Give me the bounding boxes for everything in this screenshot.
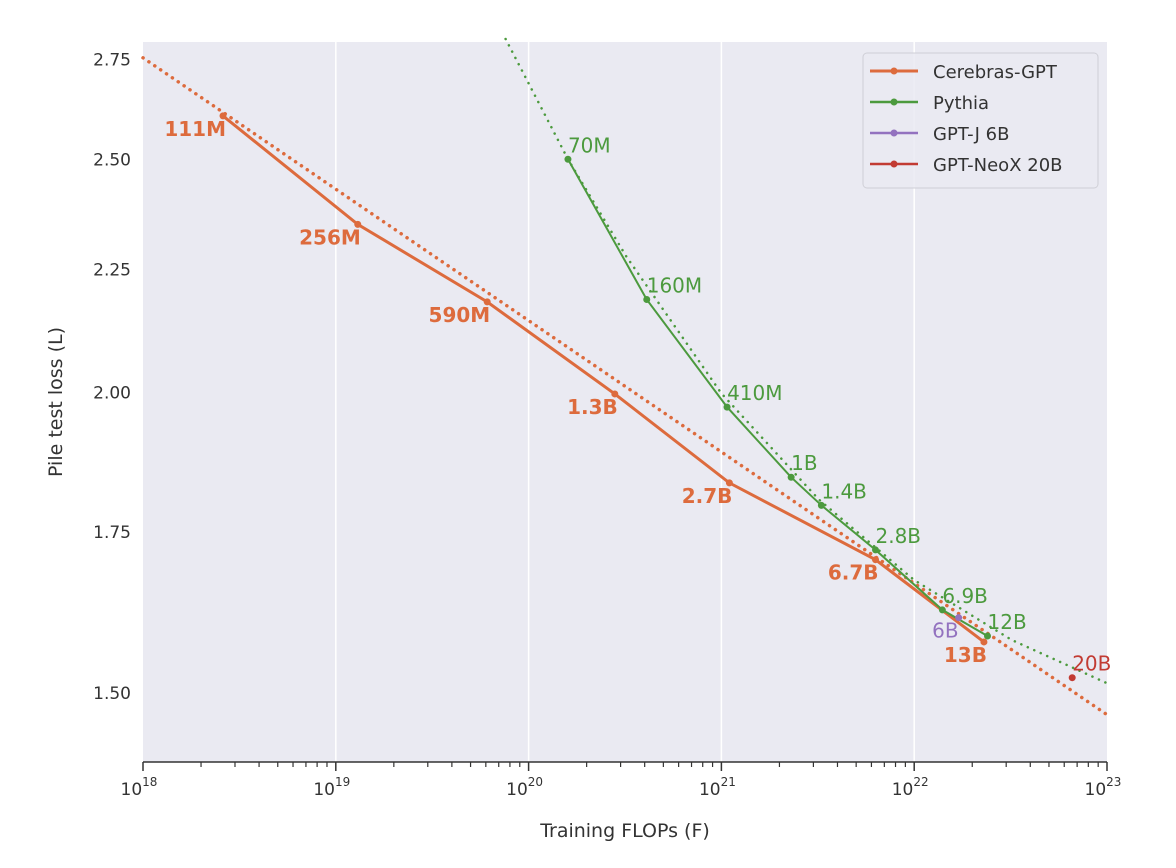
data-label: 20B <box>1072 652 1111 676</box>
data-label: 1B <box>791 451 817 475</box>
data-point <box>872 556 880 564</box>
data-point <box>787 473 795 481</box>
x-tick-label: 1020 <box>506 775 543 800</box>
legend-item: GPT-NeoX 20B <box>870 155 1063 176</box>
legend-label: Pythia <box>933 93 989 114</box>
data-label: 160M <box>647 273 702 297</box>
data-label: 111M <box>164 117 226 141</box>
data-point <box>725 479 733 487</box>
x-tick-base: 10 <box>313 780 335 800</box>
data-label: 1.3B <box>567 395 618 419</box>
legend-marker <box>890 129 898 137</box>
data-label: 6B <box>932 619 958 643</box>
x-tick-exponent: 19 <box>335 775 350 789</box>
legend-item: Cerebras-GPT <box>870 62 1058 83</box>
x-tick-label: 1022 <box>892 775 929 800</box>
x-tick-base: 10 <box>699 780 721 800</box>
data-point <box>611 390 619 398</box>
data-point <box>872 546 880 554</box>
legend: Cerebras-GPT Pythia GPT-J 6B GPT-NeoX 20B <box>862 52 1099 189</box>
x-tick-label: 1019 <box>313 775 350 800</box>
data-label: 410M <box>727 381 782 405</box>
legend-marker <box>890 67 898 75</box>
data-label: 256M <box>299 225 361 249</box>
data-point <box>483 298 491 306</box>
series-line <box>567 158 989 637</box>
series-layer: 111M 256M 590M 1.3B 2.7B 6.7B 13B 70M 160M 410M 1B… <box>141 37 1111 717</box>
x-tick-exponent: 22 <box>913 775 928 789</box>
legend-label: GPT-NeoX 20B <box>933 155 1063 176</box>
data-point <box>938 606 946 614</box>
fit-line <box>141 56 1109 717</box>
data-point <box>817 501 825 509</box>
data-point <box>723 403 731 411</box>
y-tick-label: 2.00 <box>93 383 131 403</box>
data-point <box>984 632 992 640</box>
x-tick-base: 10 <box>506 780 528 800</box>
y-axis-label: Pile test loss (L) <box>45 327 67 477</box>
x-tick-base: 10 <box>892 780 914 800</box>
data-label: 70M <box>568 133 611 157</box>
x-axis-label: Training FLOPs (F) <box>539 820 710 842</box>
series-gpt-neox-20b: 20B <box>1068 652 1111 682</box>
legend-label: GPT-J 6B <box>933 124 1009 145</box>
legend-label: Cerebras-GPT <box>933 62 1058 83</box>
y-tick-label: 2.25 <box>93 260 131 280</box>
y-tick-label: 1.75 <box>93 523 131 543</box>
x-axis: 1018 1019 1020 1021 1022 1023 <box>121 761 1122 800</box>
x-tick-label: 1021 <box>699 775 736 800</box>
data-point <box>980 638 988 646</box>
y-axis: 1.50 1.75 2.00 2.25 2.50 2.75 <box>93 51 131 704</box>
series-cerebras-gpt: 111M 256M 590M 1.3B 2.7B 6.7B 13B <box>141 56 1109 717</box>
data-label: 6.9B <box>942 584 988 608</box>
data-point <box>1068 674 1076 682</box>
legend-item: GPT-J 6B <box>870 124 1009 145</box>
data-point <box>643 295 651 303</box>
legend-marker <box>890 98 898 106</box>
data-point <box>219 112 227 120</box>
data-point <box>354 220 362 228</box>
legend-item: Pythia <box>870 93 989 114</box>
data-point <box>564 155 572 163</box>
data-label: 2.8B <box>876 524 922 548</box>
x-tick-exponent: 23 <box>1106 775 1121 789</box>
x-tick-exponent: 20 <box>528 775 543 789</box>
data-label: 12B <box>988 610 1027 634</box>
data-label: 6.7B <box>828 561 879 585</box>
x-tick-label: 1023 <box>1085 775 1122 800</box>
x-tick-label: 1018 <box>121 775 158 800</box>
x-tick-exponent: 21 <box>721 775 736 789</box>
x-tick-base: 10 <box>121 780 143 800</box>
data-label: 1.4B <box>821 479 867 503</box>
series-gpt-j-6b: 6B <box>932 614 963 643</box>
y-tick-label: 2.50 <box>93 150 131 170</box>
x-tick-exponent: 18 <box>142 775 157 789</box>
data-label: 13B <box>944 643 987 667</box>
data-point <box>955 614 963 622</box>
legend-box <box>862 52 1099 189</box>
x-tick-base: 10 <box>1085 780 1107 800</box>
data-label: 2.7B <box>682 484 733 508</box>
legend-marker <box>890 160 898 168</box>
y-tick-label: 2.75 <box>93 51 131 71</box>
data-label: 590M <box>429 303 491 327</box>
y-tick-label: 1.50 <box>93 684 131 704</box>
